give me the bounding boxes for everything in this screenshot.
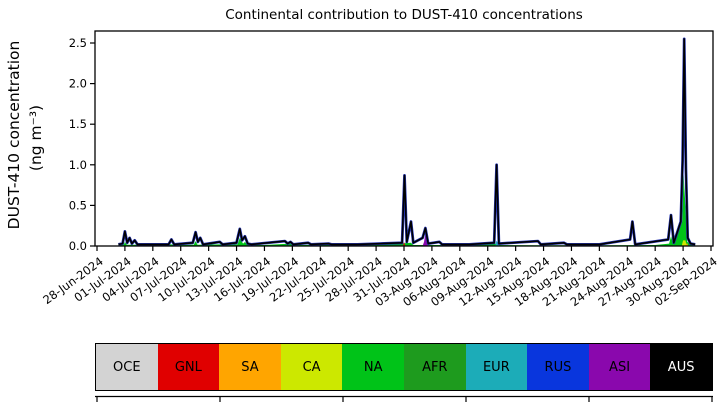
legend-item-NA: NA [342,344,404,390]
y-tick-label: 0.0 [69,239,87,253]
legend-item-GNL: GNL [157,344,220,390]
total-concentration-line [118,37,696,246]
legend-item-RUS: RUS [527,344,589,390]
stacked-area-fills [118,174,696,246]
y-tick-label: 0.5 [69,198,87,212]
legend-item-AFR: AFR [403,344,466,390]
legend-item-EUR: EUR [465,344,528,390]
area-fill-CA [681,240,687,246]
y-axis-label-line1: DUST-410 concentration [5,41,23,230]
chart-title: Continental contribution to DUST-410 con… [225,7,583,23]
y-tick-label: 2.0 [69,77,87,91]
legend-item-ASI: ASI [588,344,651,390]
legend: OCE GNL SA CA NA AFR EUR RUS ASI AUS [95,343,713,391]
total-line [118,38,696,246]
y-tick-label: 1.0 [69,158,87,172]
legend-item-AUS: AUS [650,344,712,390]
area-fill-ASI [422,233,430,246]
legend-item-SA: SA [219,344,281,390]
area-fill-SA [685,242,689,246]
total-line-edge [118,37,696,246]
bottom-partial-axis [95,395,713,402]
x-axis-ticks: 28-Jun-202401-Jul-202404-Jul-202407-Jul-… [40,246,720,309]
y-axis-label-line2: (ng m⁻³) [27,105,45,171]
legend-item-OCE: OCE [96,344,158,390]
y-axis-ticks: 0.0 0.5 1.0 1.5 2.0 2.5 [69,36,95,253]
area-fill-GNL [403,241,406,246]
y-tick-label: 2.5 [69,36,87,50]
y-tick-label: 1.5 [69,117,87,131]
legend-item-CA: CA [280,344,343,390]
